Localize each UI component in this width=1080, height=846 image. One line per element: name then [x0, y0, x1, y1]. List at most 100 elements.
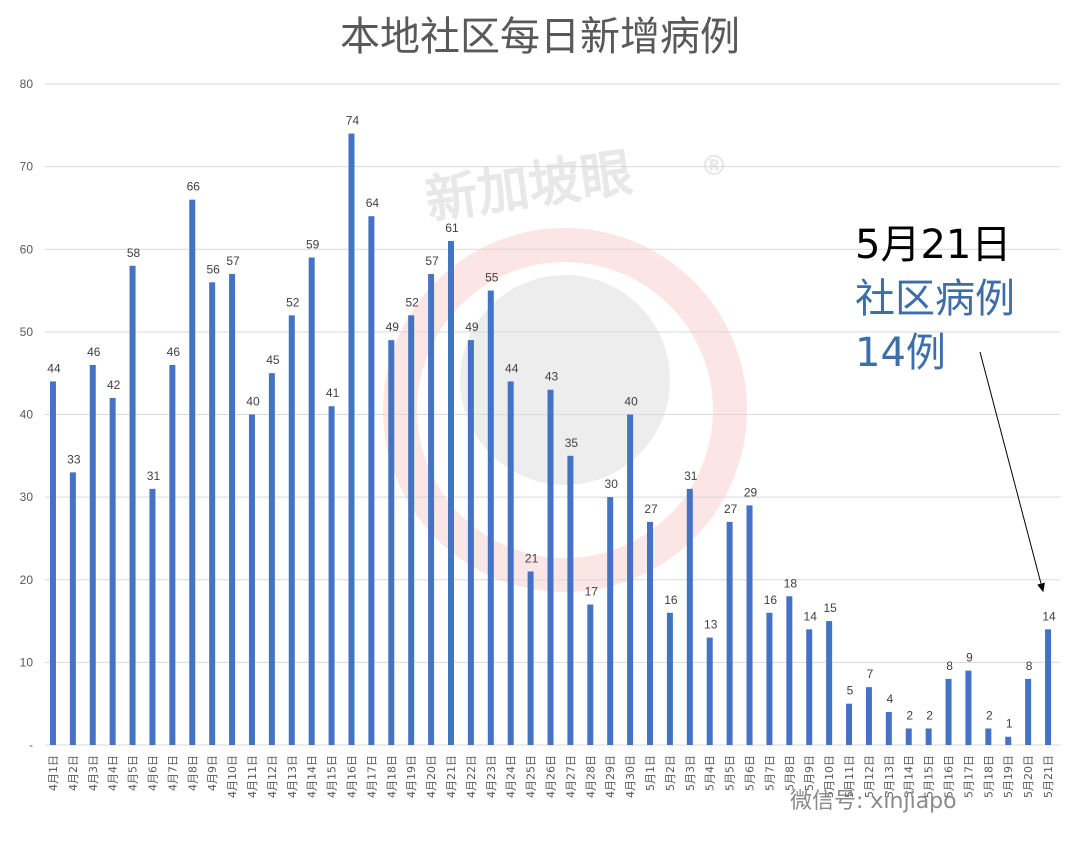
bar	[587, 604, 594, 745]
bar	[527, 571, 534, 745]
watermark-mark: ®	[700, 149, 728, 182]
annotation-line: 社区病例	[855, 276, 1015, 322]
bar	[746, 505, 753, 745]
y-tick-label: 70	[20, 160, 34, 174]
x-tick-label: 5月6日	[744, 755, 757, 791]
data-label: 44	[505, 361, 519, 375]
data-label: 8	[946, 659, 953, 673]
data-label: 42	[107, 378, 121, 392]
bar	[945, 678, 952, 745]
data-label: 44	[47, 361, 61, 375]
bar	[209, 282, 216, 745]
data-label: 52	[286, 295, 300, 309]
bar	[726, 521, 733, 745]
x-tick-label: 4月18日	[385, 755, 398, 798]
bar	[428, 274, 435, 745]
bar	[766, 612, 773, 745]
data-label: 35	[565, 436, 579, 450]
x-tick-label: 5月20日	[1022, 755, 1035, 798]
y-tick-label: 10	[20, 655, 34, 669]
bar	[1025, 678, 1032, 745]
bar	[268, 373, 275, 745]
y-tick-label: 80	[20, 77, 34, 91]
bar	[686, 488, 693, 745]
data-label: 7	[867, 667, 874, 681]
data-label: 56	[206, 262, 220, 276]
x-tick-label: 4月15日	[326, 755, 339, 798]
y-tick-label: 50	[20, 325, 34, 339]
x-tick-label: 4月11日	[246, 755, 259, 798]
data-label: 33	[67, 452, 81, 466]
bar	[846, 703, 853, 745]
x-tick-label: 4月3日	[87, 755, 100, 791]
x-tick-label: 5月13日	[883, 755, 896, 798]
x-tick-label: 4月9日	[206, 755, 219, 791]
bar	[607, 497, 614, 745]
footer-watermark: 微信号: xinjiapo	[790, 789, 957, 814]
data-label: 29	[744, 485, 758, 499]
bar	[487, 290, 494, 745]
x-tick-label: 4月20日	[425, 755, 438, 798]
data-label: 74	[346, 114, 360, 128]
y-tick-label: 30	[20, 490, 34, 504]
y-tick-label: 60	[20, 242, 34, 256]
data-label: 46	[167, 345, 181, 359]
data-label: 27	[644, 502, 658, 516]
data-label: 2	[906, 708, 913, 722]
y-tick-label: -	[29, 738, 33, 752]
data-label: 2	[986, 708, 993, 722]
x-tick-label: 5月8日	[783, 755, 796, 791]
data-label: 52	[406, 295, 420, 309]
data-labels: 4433464258314666565740455259417464495257…	[47, 114, 1056, 731]
x-tick-label: 4月1日	[47, 755, 60, 791]
bar	[229, 274, 236, 745]
bar	[885, 711, 892, 745]
data-label: 64	[366, 196, 380, 210]
data-label: 5	[847, 684, 854, 698]
x-tick-label: 4月21日	[445, 755, 458, 798]
bar	[69, 472, 76, 745]
bar	[368, 216, 375, 745]
bar	[925, 728, 932, 745]
bar	[408, 315, 415, 745]
data-label: 17	[585, 585, 599, 599]
x-tick-label: 4月26日	[545, 755, 558, 798]
data-label: 45	[266, 353, 280, 367]
x-tick-label: 5月9日	[803, 755, 816, 791]
data-label: 14	[804, 609, 818, 623]
bar	[308, 257, 315, 745]
x-tick-label: 4月19日	[405, 755, 418, 798]
x-tick-label: 5月5日	[724, 755, 737, 791]
x-tick-label: 4月29日	[604, 755, 617, 798]
bar	[248, 414, 255, 745]
bar	[905, 728, 912, 745]
bar	[985, 728, 992, 745]
data-label: 40	[624, 395, 638, 409]
data-label: 31	[684, 469, 698, 483]
y-tick-label: 40	[20, 408, 34, 422]
data-label: 43	[545, 370, 559, 384]
data-label: 49	[465, 320, 479, 334]
x-tick-label: 4月13日	[286, 755, 299, 798]
bar	[567, 455, 574, 745]
annotation-arrow	[979, 351, 1045, 593]
data-label: 40	[246, 395, 260, 409]
x-tick-label: 5月14日	[903, 755, 916, 798]
x-tick-label: 4月14日	[306, 755, 319, 798]
x-tick-label: 5月7日	[763, 755, 776, 791]
data-label: 58	[127, 246, 141, 260]
x-tick-label: 4月17日	[365, 755, 378, 798]
y-axis: - 10 20 30 40 50 60 70 80	[20, 77, 34, 752]
data-label: 16	[664, 593, 678, 607]
data-label: 57	[425, 254, 439, 268]
x-tick-label: 5月2日	[664, 755, 677, 791]
x-tick-label: 5月19日	[1002, 755, 1015, 798]
data-label: 18	[784, 576, 798, 590]
x-tick-label: 4月16日	[345, 755, 358, 798]
bar	[328, 406, 335, 745]
x-tick-label: 4月28日	[584, 755, 597, 798]
x-tick-label: 4月24日	[505, 755, 518, 798]
bar	[547, 389, 554, 745]
